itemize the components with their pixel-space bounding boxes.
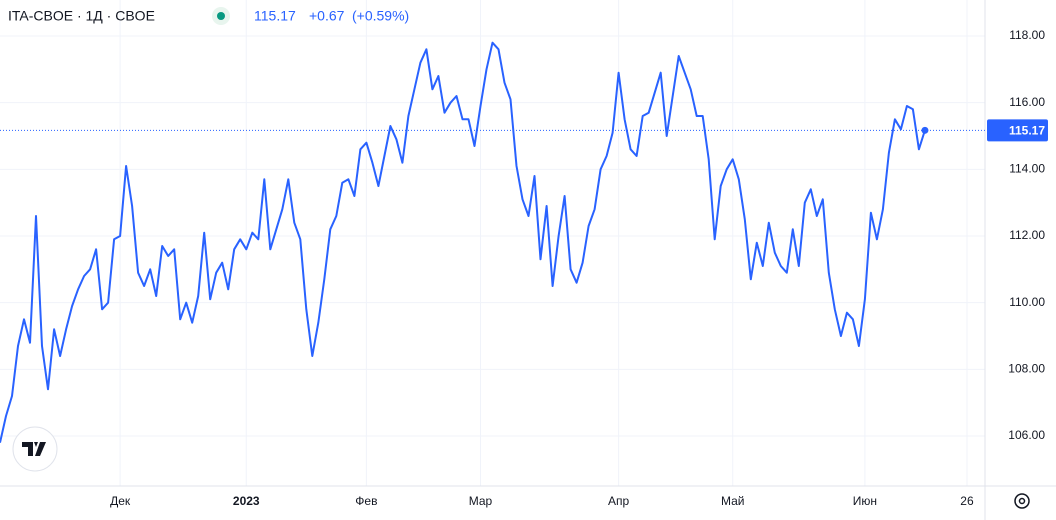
last-point <box>921 126 929 134</box>
plot <box>0 41 985 443</box>
settings-button[interactable] <box>1014 493 1030 509</box>
y-tick-label: 118.00 <box>1009 28 1045 42</box>
x-tick-label: Июн <box>853 494 877 508</box>
x-tick-label: Дек <box>110 494 131 508</box>
price-line <box>0 41 926 443</box>
x-tick-label: Фев <box>355 494 377 508</box>
logo-circle[interactable] <box>12 426 58 472</box>
x-tick-label: 26 <box>960 494 974 508</box>
x-tick-label: Мар <box>469 494 493 508</box>
y-tick-label: 116.00 <box>1009 95 1045 109</box>
price-change-percent: (+0.59%) <box>352 8 409 24</box>
y-tick-label: 110.00 <box>1009 295 1045 309</box>
gear[interactable] <box>1014 493 1030 509</box>
y-tick-label: 108.00 <box>1008 362 1045 376</box>
grid <box>0 0 985 486</box>
tv-logo[interactable] <box>12 426 58 472</box>
logo-mark[interactable] <box>22 442 46 456</box>
last-price-tag <box>987 119 1048 142</box>
gear-center[interactable] <box>1018 497 1026 505</box>
last-price: 115.17 <box>254 8 296 24</box>
chart-title: ITA-CBOE · 1Д · CBOE <box>8 8 155 24</box>
price-change: +0.67 <box>309 8 345 24</box>
y-tick-label: 112.00 <box>1009 228 1045 242</box>
last-price-label: 115.17 <box>1009 124 1045 138</box>
x-tick-label: Май <box>721 494 745 508</box>
x-tick-label: 2023 <box>233 494 260 508</box>
x-tick-label: Апр <box>608 494 630 508</box>
y-tick-label: 114.00 <box>1009 162 1045 176</box>
status-dot <box>217 12 225 20</box>
y-tick-label: 106.00 <box>1008 428 1045 442</box>
